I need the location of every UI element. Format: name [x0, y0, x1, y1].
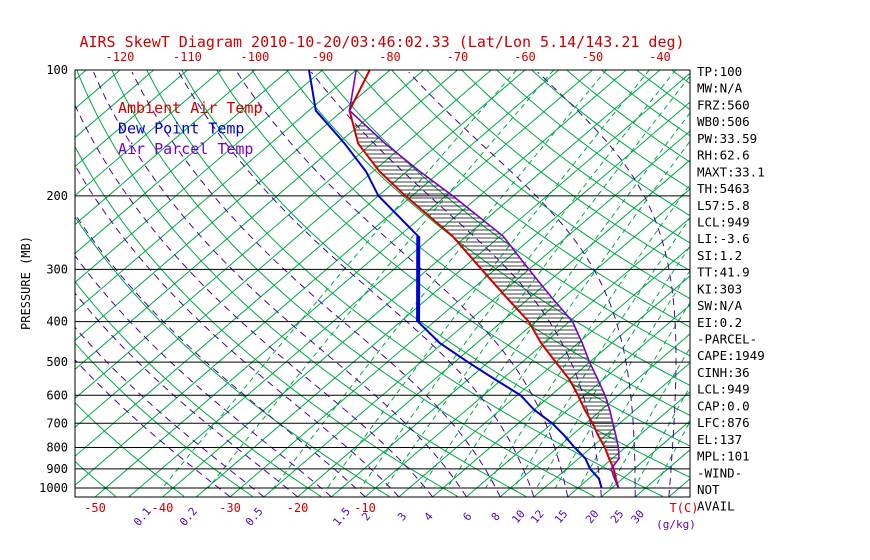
pressure-axis-title: PRESSURE (MB) — [19, 236, 33, 330]
mixing-ratio-tick: 15 — [552, 507, 570, 526]
mixing-ratio-tick: 8 — [489, 510, 503, 523]
top-axis-tick: -50 — [582, 50, 604, 64]
pressure-tick: 100 — [46, 63, 68, 77]
stat-line: EI:0.2 — [697, 315, 742, 330]
dewpoint-curve — [308, 70, 603, 489]
stat-line: LI:-3.6 — [697, 231, 750, 246]
pressure-tick: 900 — [46, 462, 68, 476]
cape-hatch-area — [353, 124, 619, 464]
stat-line: AVAIL — [697, 499, 735, 514]
pressure-tick: 500 — [46, 355, 68, 369]
stat-line: NOT — [697, 482, 720, 497]
mixing-ratio-tick: 10 — [509, 507, 527, 526]
stat-line: MAXT:33.1 — [697, 164, 765, 179]
legend-item: Air Parcel Temp — [118, 140, 253, 158]
chart-title: AIRS SkewT Diagram 2010-10-20/03:46:02.3… — [79, 33, 684, 51]
mixing-ratio-tick: 12 — [528, 507, 546, 526]
mixing-ratio-tick: 4 — [422, 510, 436, 524]
stat-line: CINH:36 — [697, 365, 750, 380]
mixing-ratio-tick: 20 — [583, 507, 601, 526]
stat-line: LCL:949 — [697, 382, 750, 397]
mixing-ratio-tick: 1.5 — [330, 505, 353, 529]
stat-line: KI:303 — [697, 281, 742, 296]
background-lines — [75, 70, 690, 497]
pressure-tick: 800 — [46, 440, 68, 454]
legend: Ambient Air Temp Dew Point Temp Air Parcel… — [118, 99, 263, 158]
stat-line: TH:5463 — [697, 181, 750, 196]
stat-line: WB0:506 — [697, 114, 750, 129]
stat-line: SI:1.2 — [697, 248, 742, 263]
ambient-temp-curve — [348, 70, 620, 489]
pressure-tick: 700 — [46, 416, 68, 430]
mixing-ratio-tick: 3 — [395, 510, 409, 523]
pressure-tick: 1000 — [39, 481, 68, 495]
stat-line: -PARCEL- — [697, 332, 757, 347]
mixing-ratio-tick: 0.1 — [131, 505, 154, 529]
legend-item: Ambient Air Temp — [118, 99, 263, 117]
top-axis-tick: -100 — [241, 50, 270, 64]
top-axis-tick: -90 — [312, 50, 334, 64]
bottom-temp-tick: -30 — [219, 501, 241, 515]
stat-line: MPL:101 — [697, 449, 750, 464]
bottom-temp-tick: -50 — [84, 501, 106, 515]
mixing-ratio-tick: 6 — [460, 510, 474, 523]
stat-line: CAP:0.0 — [697, 398, 750, 413]
mixing-ratio-tick: 0.2 — [177, 505, 200, 529]
stat-line: CAPE:1949 — [697, 348, 765, 363]
bottom-temp-tick: -10 — [354, 501, 376, 515]
top-axis-tick: -40 — [649, 50, 671, 64]
stat-line: -WIND- — [697, 465, 742, 480]
mixr-unit-label: (g/kg) — [656, 518, 696, 531]
mixing-ratio-tick: 0.5 — [243, 505, 266, 529]
moist-adiabat-lines — [75, 71, 690, 497]
bottom-temp-tick: -40 — [152, 501, 174, 515]
pressure-tick: 200 — [46, 189, 68, 203]
parcel-temp-curve — [348, 70, 620, 489]
stat-line: EL:137 — [697, 432, 742, 447]
top-axis-tick: -60 — [514, 50, 536, 64]
stat-line: PW:33.59 — [697, 131, 757, 146]
stat-line: LFC:876 — [697, 415, 750, 430]
top-axis-tick: -70 — [447, 50, 469, 64]
stat-line: TT:41.9 — [697, 265, 750, 280]
pressure-tick: 400 — [46, 315, 68, 329]
pressure-tick: 600 — [46, 388, 68, 402]
top-axis-tick: -80 — [379, 50, 401, 64]
stat-line: FRZ:560 — [697, 97, 750, 112]
stat-line: RH:62.6 — [697, 148, 750, 163]
plot-frame — [74, 69, 691, 498]
stat-line: L57:5.8 — [697, 198, 750, 213]
stat-line: SW:N/A — [697, 298, 743, 313]
temp-unit-label: T(C) — [670, 501, 699, 515]
stat-line: LCL:949 — [697, 214, 750, 229]
top-axis-tick: -110 — [173, 50, 202, 64]
top-axis-tick: -120 — [106, 50, 135, 64]
bottom-temp-tick: -20 — [287, 501, 309, 515]
pressure-tick: 300 — [46, 262, 68, 276]
legend-item: Dew Point Temp — [118, 120, 244, 138]
mixing-ratio-tick: 30 — [629, 507, 647, 526]
mixing-ratio-tick: 25 — [608, 507, 626, 526]
stat-line: MW:N/A — [697, 81, 743, 96]
stat-line: TP:100 — [697, 64, 742, 79]
